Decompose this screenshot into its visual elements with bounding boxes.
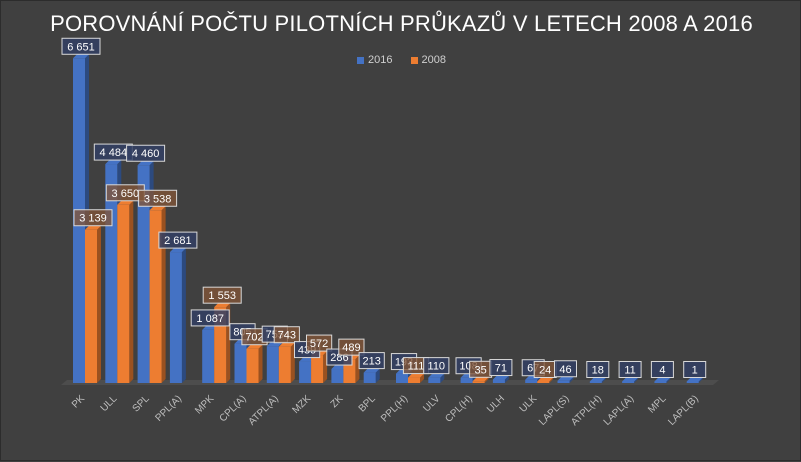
bar-2008-ULL (117, 200, 134, 383)
legend-swatch-2008 (410, 56, 418, 64)
x-tick-LAPL(S): LAPL(S) (537, 393, 572, 428)
chart-title: POROVNÁNÍ POČTU PILOTNÍCH PRŮKAZŮ V LETE… (50, 11, 753, 36)
data-label-2016-BPL: 213 (358, 352, 385, 370)
svg-text:489: 489 (342, 342, 360, 354)
legend-swatch-2016 (357, 56, 365, 64)
bar-2016-ULV (428, 373, 445, 383)
x-tick-MPL: MPL (646, 393, 669, 416)
data-label-2016-MPK: 1 087 (190, 309, 230, 327)
x-tick-CPL(A): CPL(A) (218, 393, 249, 424)
data-label-2008-SPL: 3 538 (138, 189, 178, 207)
data-label-2016-ULH: 71 (489, 359, 513, 377)
svg-text:35: 35 (474, 364, 486, 376)
data-label-2016-LAPL(A): 11 (618, 361, 642, 378)
x-tick-ULV: ULV (421, 393, 442, 414)
x-tick-ULH: ULH (485, 393, 507, 415)
bar-2008-MZK (311, 351, 328, 383)
svg-text:213: 213 (363, 356, 381, 368)
data-label-2016-SPL: 4 460 (126, 144, 166, 162)
x-tick-MZK: MZK (291, 393, 314, 416)
svg-text:1: 1 (692, 365, 698, 377)
data-label-2008-MZK: 572 (306, 334, 333, 352)
svg-text:71: 71 (495, 363, 507, 375)
svg-text:4 460: 4 460 (132, 148, 160, 160)
svg-text:11: 11 (624, 365, 635, 377)
legend-label-2008: 2008 (421, 54, 446, 66)
x-tick-ATPL(A): ATPL(A) (247, 393, 281, 427)
data-label-2016-ATPL(H): 18 (586, 361, 610, 378)
svg-text:3 650: 3 650 (112, 188, 140, 200)
svg-text:1 087: 1 087 (196, 313, 224, 325)
svg-text:702: 702 (245, 332, 263, 344)
x-tick-MPK: MPK (193, 393, 216, 416)
bar-2008-CPL(A) (246, 344, 263, 383)
x-tick-LAPL(B): LAPL(B) (666, 393, 701, 428)
svg-text:572: 572 (310, 338, 328, 350)
data-label-2008-ULK: 24 (533, 361, 557, 378)
data-label-2008-ZK: 489 (338, 338, 365, 356)
x-tick-ULK: ULK (518, 393, 540, 415)
data-label-2016-LAPL(B): 1 (683, 361, 707, 378)
legend-item-2016: 2016 (357, 54, 393, 66)
x-tick-PK: PK (70, 393, 87, 410)
data-label-2016-PK: 6 651 (61, 37, 101, 55)
svg-text:24: 24 (539, 365, 551, 377)
data-label-2008-CPL(A): 702 (241, 328, 268, 346)
x-tick-ZK: ZK (329, 393, 346, 410)
data-label-2016-ULV: 110 (423, 357, 450, 375)
bar-2016-BPL (363, 368, 380, 383)
x-tick-LAPL(A): LAPL(A) (602, 393, 637, 428)
x-tick-PPL(H): PPL(H) (379, 393, 410, 424)
svg-text:46: 46 (559, 364, 571, 376)
data-label-2008-PK: 3 139 (73, 209, 113, 227)
bar-2016-ATPL(H) (589, 377, 606, 383)
data-label-2008-ATPL(A): 743 (273, 326, 300, 344)
x-tick-PPL(A): PPL(A) (153, 393, 184, 424)
svg-text:111: 111 (408, 361, 425, 373)
data-label-2016-MPL: 4 (650, 361, 674, 378)
bar-2016-MPL (654, 377, 671, 383)
svg-text:6 651: 6 651 (67, 41, 95, 53)
svg-text:4: 4 (659, 365, 665, 377)
data-label-2016-LAPL(S): 46 (554, 360, 577, 378)
data-label-2016-ULL: 4 484 (93, 143, 133, 161)
x-tick-SPL: SPL (131, 393, 152, 414)
x-tick-CPL(H): CPL(H) (443, 393, 474, 424)
bar-2008-ULK (537, 377, 554, 383)
svg-text:1 553: 1 553 (208, 290, 236, 302)
x-tick-ATPL(H): ATPL(H) (569, 393, 604, 428)
svg-text:3 538: 3 538 (144, 193, 172, 205)
data-label-2016-PPL(A): 2 681 (158, 231, 198, 249)
svg-text:743: 743 (278, 330, 296, 342)
legend: 2016 2008 (1, 54, 801, 66)
bar-2008-PK (85, 225, 101, 383)
bar-2008-PPL(H) (408, 373, 424, 383)
legend-label-2016: 2016 (368, 54, 393, 66)
svg-text:2 681: 2 681 (164, 235, 192, 247)
bar-2016-LAPL(S) (557, 376, 574, 383)
data-label-2008-MPK: 1 553 (202, 286, 242, 304)
svg-text:4 484: 4 484 (100, 147, 128, 159)
bar-2016-PPL(A) (169, 248, 186, 383)
bar-2008-ATPL(A) (278, 342, 295, 383)
svg-text:110: 110 (428, 361, 446, 373)
legend-item-2008: 2008 (410, 54, 446, 66)
svg-text:18: 18 (592, 365, 604, 377)
bar-2008-SPL (149, 206, 166, 383)
data-label-2008-CPL(H): 35 (469, 360, 493, 378)
x-tick-ULL: ULL (99, 393, 120, 414)
x-tick-BPL: BPL (357, 393, 378, 414)
svg-text:3 139: 3 139 (79, 213, 107, 225)
bar-2016-LAPL(B) (686, 377, 703, 383)
bar-2008-CPL(H) (472, 377, 489, 383)
bar-2016-ULH (492, 375, 509, 383)
bar-2016-LAPL(A) (622, 377, 639, 383)
